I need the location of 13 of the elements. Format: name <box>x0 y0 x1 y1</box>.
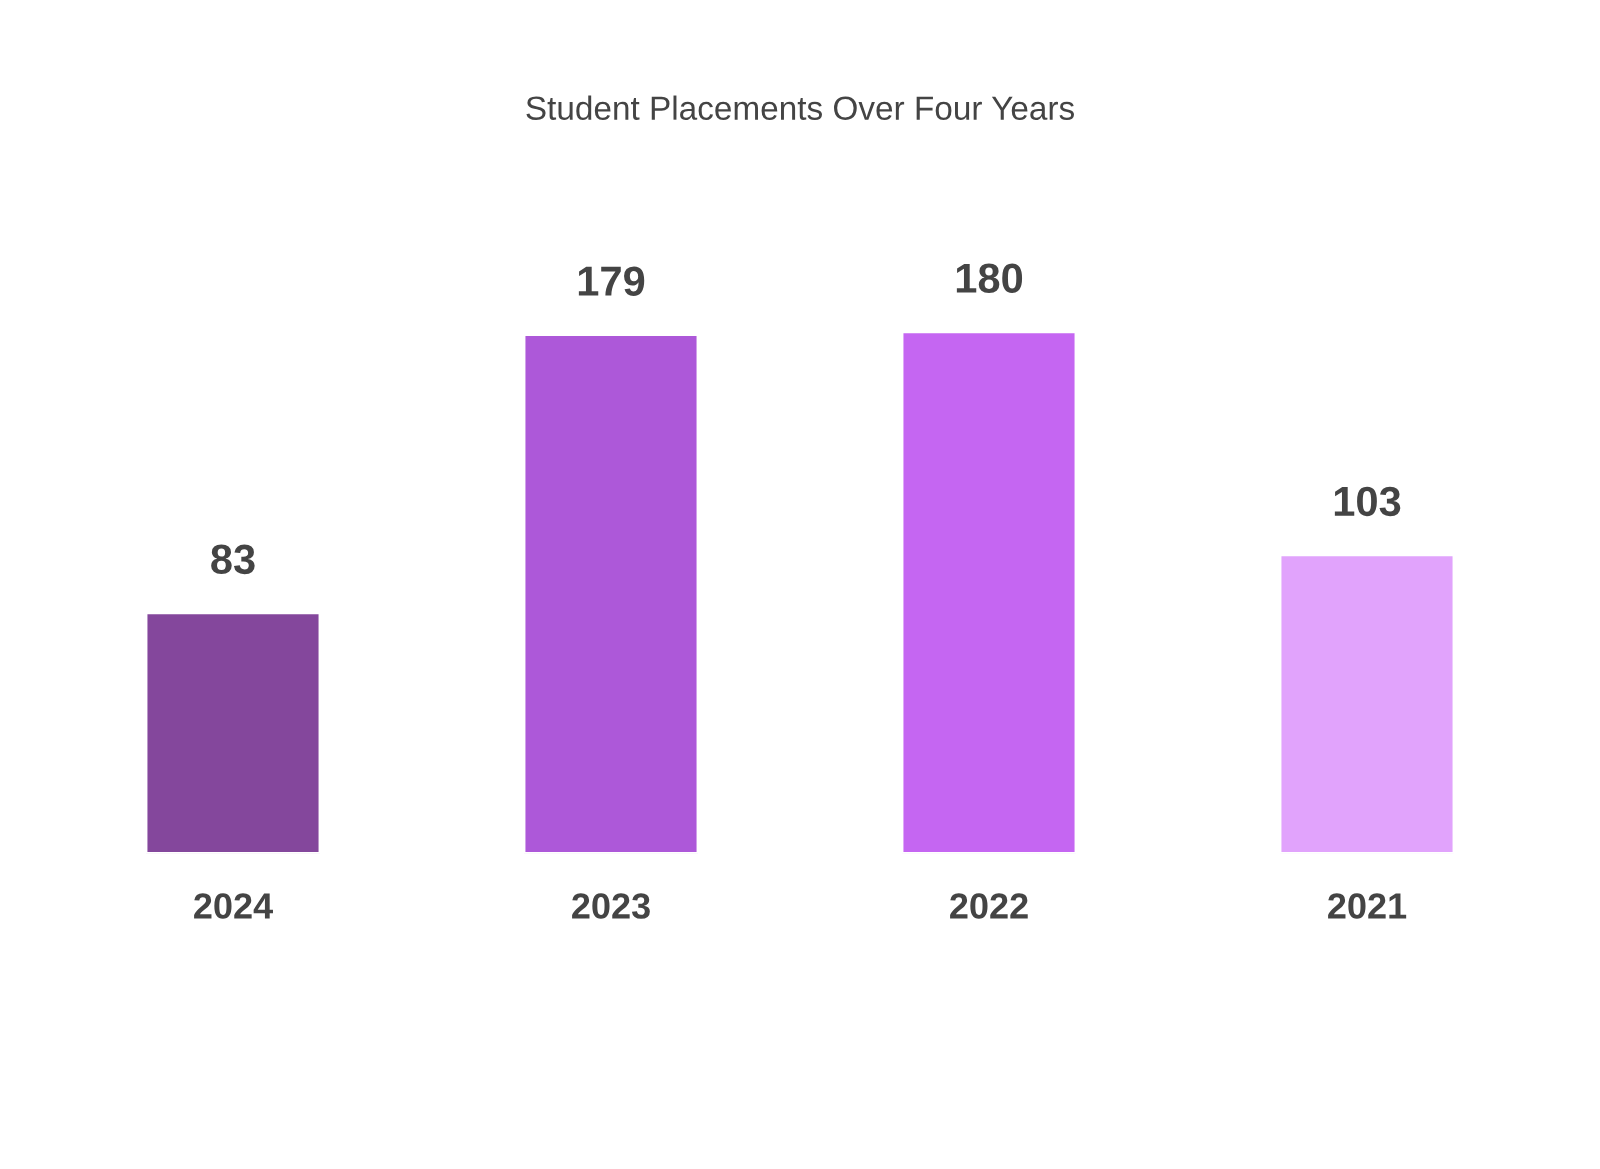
chart-title: Student Placements Over Four Years <box>526 95 1074 120</box>
bar <box>900 330 1078 854</box>
bar <box>1278 553 1456 854</box>
x-tick-label: 2024 <box>194 893 273 919</box>
bar <box>144 611 322 854</box>
x-tick-label: 2023 <box>572 893 650 919</box>
data-label: 179 <box>578 266 645 296</box>
data-label: 83 <box>211 544 255 575</box>
data-label: 103 <box>1334 486 1401 517</box>
data-label: 180 <box>956 263 1023 294</box>
x-tick-label: 2022 <box>950 893 1028 919</box>
bar <box>522 333 700 854</box>
x-tick-label: 2021 <box>1328 893 1407 919</box>
